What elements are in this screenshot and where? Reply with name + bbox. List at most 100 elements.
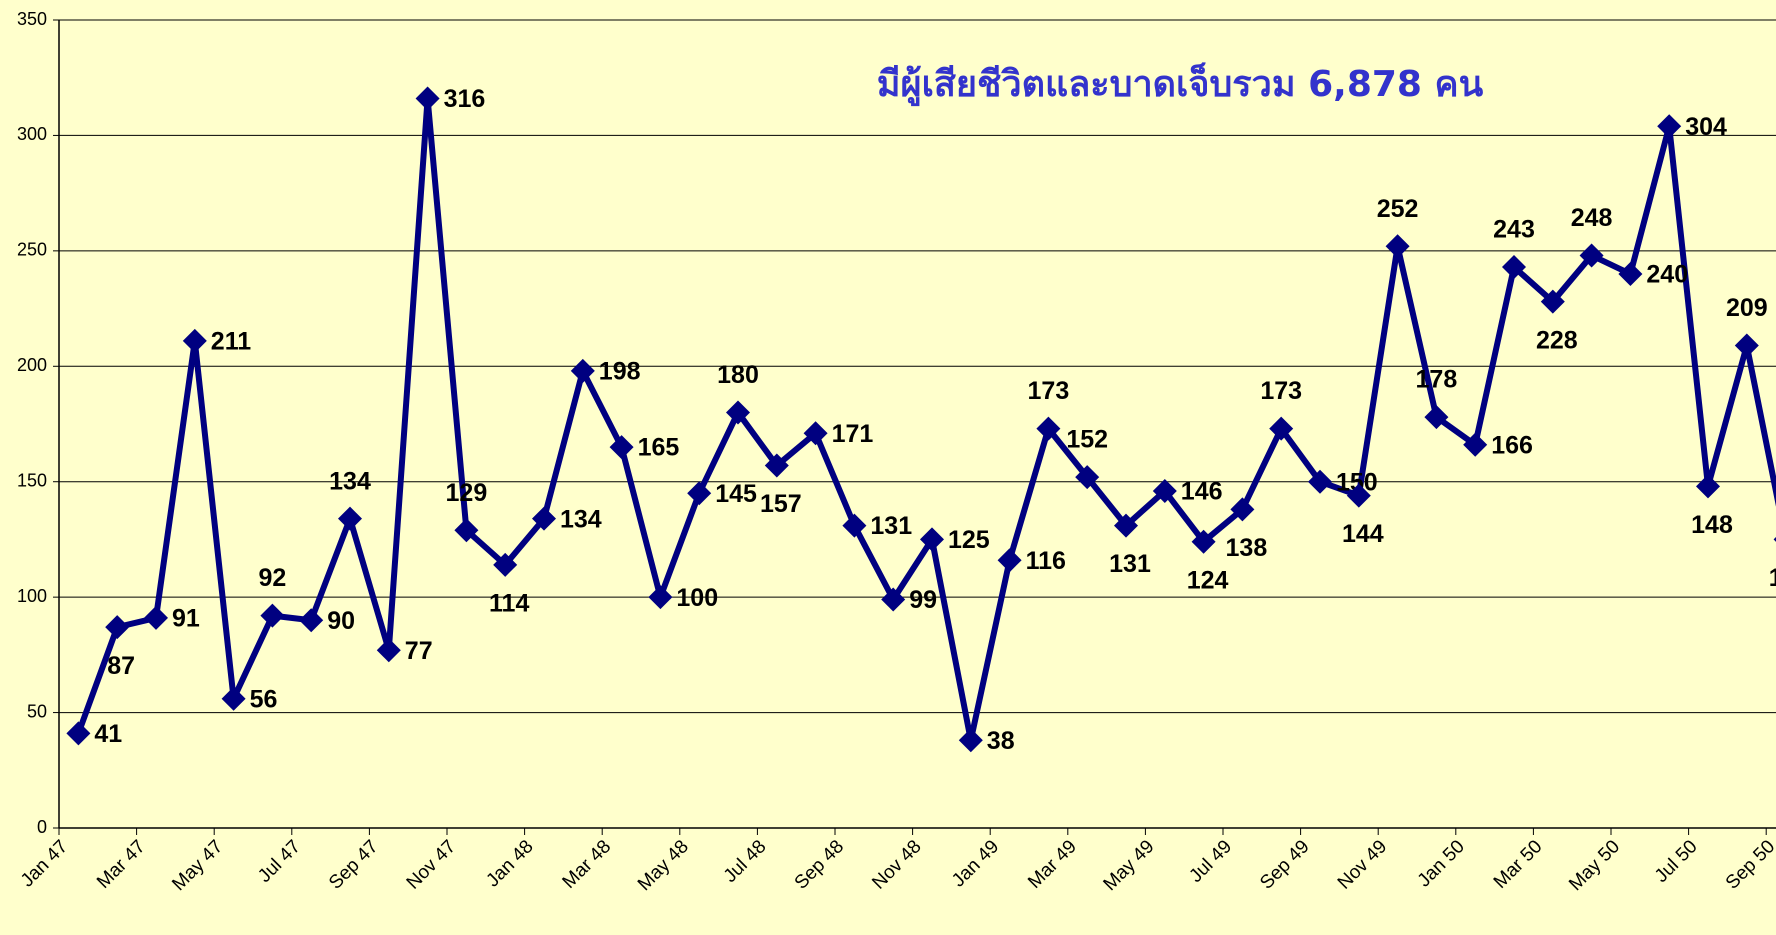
marker [454,518,479,543]
data-label: 90 [327,607,355,635]
marker [648,585,673,610]
data-label: 228 [1536,326,1578,354]
data-label: 116 [1026,547,1066,575]
marker [1152,478,1177,503]
marker [493,552,518,577]
data-label: 166 [1491,431,1533,459]
data-label: 252 [1377,195,1419,223]
marker [570,358,595,383]
data-label: 173 [1260,377,1302,405]
marker [415,86,440,111]
marker [997,548,1022,573]
marker [1463,432,1488,457]
marker [260,603,285,628]
marker [1502,255,1526,280]
data-label: 125 [948,526,990,554]
marker [105,615,130,640]
data-label: 304 [1685,113,1727,141]
data-label: 56 [250,685,278,713]
marker [1540,289,1565,314]
marker [1657,114,1682,139]
y-tick-label: 200 [17,355,47,375]
data-label: 131 [1109,550,1151,578]
data-label: 180 [717,361,759,389]
data-label: 131 [870,512,912,540]
data-label: 100 [676,584,718,612]
data-label: 240 [1646,261,1688,289]
marker [1230,497,1255,522]
data-label: 41 [94,720,122,748]
data-label: 173 [1028,377,1070,405]
marker [1696,474,1720,499]
data-label: 38 [987,727,1015,755]
marker [1773,537,1776,542]
data-label: 125 [1769,564,1776,592]
data-label: 152 [1066,426,1108,454]
marker [1191,529,1216,554]
data-label: 178 [1416,366,1458,394]
data-label: 243 [1493,216,1535,244]
y-tick-label: 150 [17,470,47,490]
marker [1618,261,1643,286]
marker [687,481,712,506]
marker [764,453,789,478]
marker [958,728,983,753]
marker [1036,416,1061,441]
marker [66,721,91,746]
y-tick-label: 50 [27,701,47,721]
y-tick-label: 350 [17,9,47,29]
data-label: 129 [446,479,488,507]
data-label: 146 [1181,478,1223,506]
data-label: 171 [832,420,874,448]
data-label: 134 [560,505,602,533]
marker [299,608,324,633]
marker [1308,469,1332,494]
marker [1734,333,1759,358]
data-label: 316 [444,85,486,113]
marker [1114,513,1138,538]
data-label: 77 [405,637,433,665]
marker [726,400,750,425]
data-label: 145 [715,480,757,508]
marker [842,513,867,538]
chart-title: มีผู้เสียชีวิตและบาดเจ็บรวม 6,878 คน [877,61,1484,107]
marker [1579,243,1604,268]
data-label: 87 [107,652,135,680]
marker [376,638,401,663]
data-label: 99 [909,586,937,614]
marker [803,421,828,446]
marker [338,506,362,531]
plot-area: 41 87 91 211 56 92 90 134 77 316 129 114 134 198 165 10… [66,85,1776,755]
data-label: 92 [258,564,286,592]
data-label: 157 [760,490,802,518]
y-tick-label: 250 [17,240,47,260]
data-label: 209 [1726,294,1768,322]
marker [1075,465,1100,490]
data-label: 138 [1226,534,1268,562]
marker [182,328,207,353]
y-tick-label: 0 [37,817,47,837]
data-label: 211 [211,328,251,356]
y-tick-label: 100 [17,586,47,606]
data-label: 148 [1691,511,1733,539]
marker [920,527,944,552]
marker [1424,405,1449,430]
marker [1269,416,1294,441]
marker [221,686,246,711]
marker [144,605,168,630]
data-label: 144 [1342,520,1384,548]
data-label: 124 [1187,566,1229,594]
data-label: 91 [172,605,200,633]
data-label: 248 [1571,204,1613,232]
data-label: 198 [599,358,641,386]
data-label: 114 [489,589,529,617]
y-tick-label: 300 [17,124,47,144]
data-label: 134 [329,467,371,495]
marker [609,435,634,460]
marker [532,506,556,531]
marker [881,587,906,612]
marker [1346,483,1371,508]
